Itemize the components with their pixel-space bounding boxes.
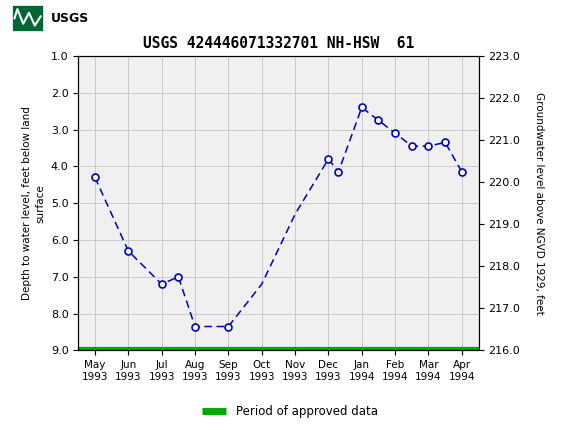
Y-axis label: Depth to water level, feet below land
surface: Depth to water level, feet below land su… <box>22 106 45 300</box>
FancyBboxPatch shape <box>12 6 43 31</box>
Text: USGS: USGS <box>51 12 89 25</box>
FancyBboxPatch shape <box>12 6 87 31</box>
Title: USGS 424446071332701 NH-HSW  61: USGS 424446071332701 NH-HSW 61 <box>143 36 414 51</box>
Y-axis label: Groundwater level above NGVD 1929, feet: Groundwater level above NGVD 1929, feet <box>534 92 544 315</box>
Legend: Period of approved data: Period of approved data <box>199 402 381 422</box>
